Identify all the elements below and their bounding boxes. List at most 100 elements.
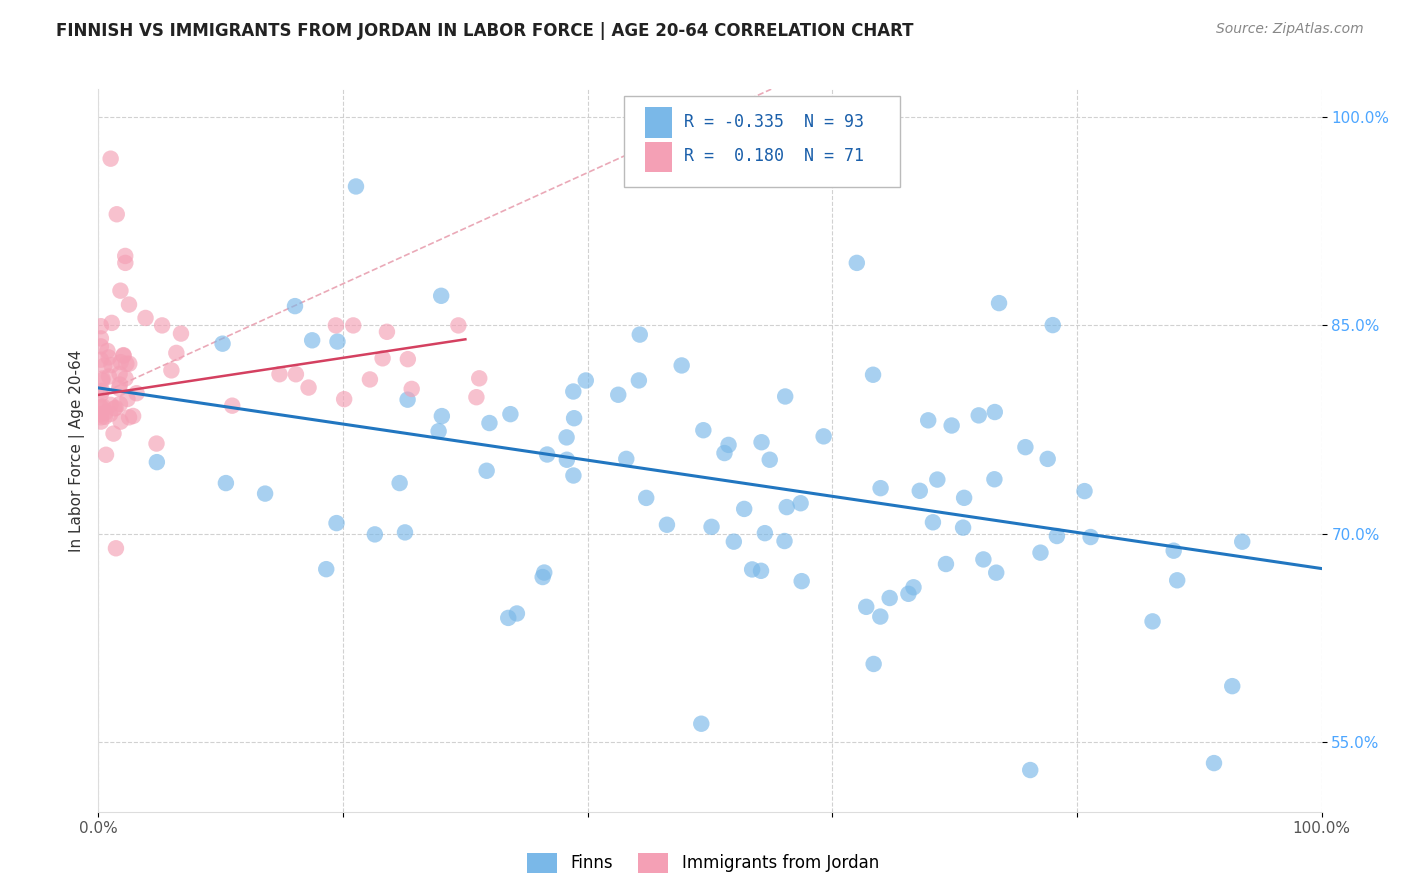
Point: [927, 473, 949, 487]
Point: [713, 446, 735, 460]
Point: [297, 381, 319, 395]
Point: [607, 388, 630, 402]
Point: [375, 325, 398, 339]
Point: [170, 326, 193, 341]
Point: [284, 368, 307, 382]
Point: [967, 409, 990, 423]
Point: [118, 410, 141, 425]
Point: [575, 374, 598, 388]
Point: [935, 557, 957, 571]
FancyBboxPatch shape: [645, 107, 672, 137]
Point: [758, 452, 780, 467]
Point: [741, 562, 763, 576]
Point: [917, 413, 939, 427]
Point: [145, 436, 167, 450]
Point: [342, 318, 364, 333]
Point: [773, 389, 796, 403]
Point: [879, 591, 901, 605]
Point: [700, 520, 723, 534]
Point: [478, 416, 501, 430]
Point: [388, 476, 411, 491]
Point: [790, 574, 813, 589]
Point: [869, 609, 891, 624]
Point: [862, 657, 884, 671]
Point: [903, 580, 925, 594]
Point: [555, 430, 578, 444]
Point: [1014, 440, 1036, 454]
Point: [986, 566, 1008, 580]
Point: [135, 310, 157, 325]
Point: [845, 256, 868, 270]
Point: [325, 516, 347, 530]
Point: [108, 377, 131, 392]
Point: [690, 716, 713, 731]
Point: [430, 289, 453, 303]
FancyBboxPatch shape: [645, 142, 672, 172]
Point: [536, 448, 558, 462]
Point: [692, 423, 714, 437]
Point: [94, 409, 117, 424]
Point: [499, 407, 522, 421]
Point: [862, 368, 884, 382]
Point: [733, 502, 755, 516]
Point: [100, 152, 122, 166]
Point: [908, 483, 931, 498]
Point: [1080, 530, 1102, 544]
Point: [723, 534, 745, 549]
Point: [90, 319, 112, 334]
Point: [1036, 451, 1059, 466]
Point: [96, 343, 118, 358]
Point: [150, 318, 173, 333]
Point: [100, 398, 122, 412]
Point: [983, 472, 1005, 486]
Point: [254, 486, 277, 500]
Point: [855, 599, 877, 614]
Point: [103, 426, 125, 441]
Point: [1046, 529, 1069, 543]
Point: [315, 562, 337, 576]
Point: [1029, 546, 1052, 560]
Point: [110, 355, 132, 369]
Point: [531, 570, 554, 584]
Point: [146, 455, 169, 469]
Point: [555, 452, 578, 467]
Point: [614, 451, 637, 466]
Point: [754, 526, 776, 541]
Point: [562, 468, 585, 483]
Point: [104, 401, 127, 415]
Point: [789, 496, 811, 510]
Point: [533, 566, 555, 580]
Point: [1232, 534, 1254, 549]
Point: [1202, 756, 1225, 770]
Point: [122, 409, 145, 423]
Point: [655, 517, 678, 532]
Point: [91, 371, 114, 385]
Point: [284, 299, 307, 313]
Point: [475, 464, 498, 478]
Point: [90, 401, 112, 415]
Point: [468, 371, 491, 385]
Point: [112, 348, 135, 362]
Point: [371, 351, 394, 366]
Point: [364, 527, 387, 541]
Point: [953, 491, 976, 505]
Point: [773, 534, 796, 549]
Point: [103, 401, 125, 416]
Point: [813, 429, 835, 443]
Point: [114, 371, 136, 385]
Point: [465, 390, 488, 404]
Point: [110, 415, 132, 429]
Point: [1019, 763, 1042, 777]
Point: [447, 318, 470, 333]
Point: [396, 352, 419, 367]
Point: [108, 381, 131, 395]
Point: [112, 349, 135, 363]
FancyBboxPatch shape: [624, 96, 900, 186]
Point: [97, 351, 120, 365]
Point: [717, 438, 740, 452]
Text: R = -0.335  N = 93: R = -0.335 N = 93: [685, 112, 865, 131]
Point: [165, 346, 187, 360]
Point: [117, 392, 139, 406]
Point: [394, 525, 416, 540]
Point: [90, 410, 112, 425]
